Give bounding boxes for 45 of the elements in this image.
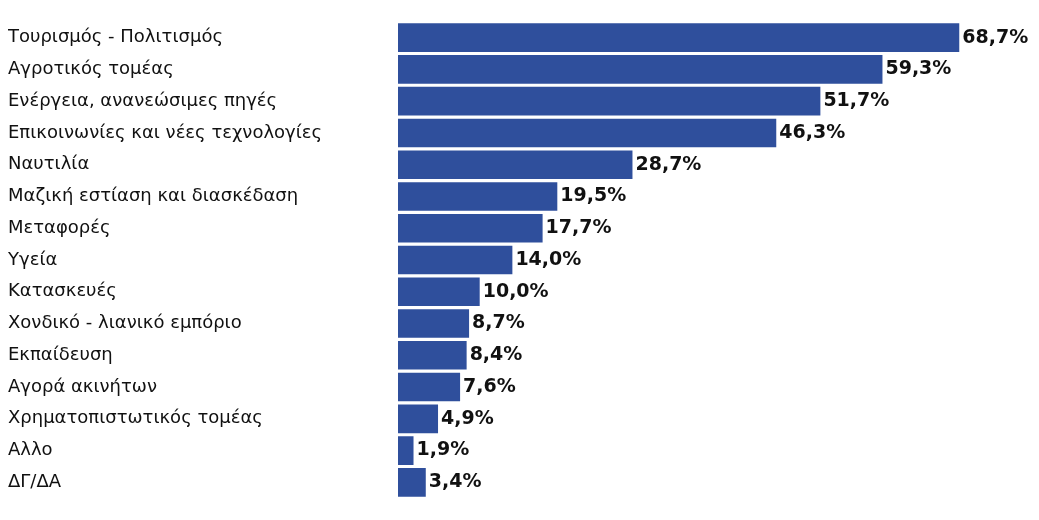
data-label: 1,9% (416, 437, 470, 460)
y-tick-label: Χονδικό - λιανικό εμπόριο (8, 311, 242, 333)
bar (398, 150, 633, 180)
bar (398, 340, 467, 370)
bar (398, 309, 470, 338)
bar (398, 55, 883, 84)
bar (398, 213, 543, 243)
bar (398, 245, 513, 275)
y-tick-label: Αλλο (8, 438, 53, 460)
y-tick-label: Μαζική εστίαση και διασκέδαση (8, 184, 299, 206)
y-tick-label: Αγροτικός τομέας (8, 57, 174, 79)
bar (398, 404, 439, 434)
y-tick-label: Επικοινωνίες και νέες τεχνολογίες (8, 120, 323, 142)
data-label: 51,7% (823, 88, 890, 111)
y-tick-label: Κατασκευές (8, 279, 117, 301)
bar (398, 118, 777, 148)
bar (398, 86, 821, 116)
data-label: 19,5% (560, 183, 627, 206)
data-label: 28,7% (635, 151, 702, 174)
bar (398, 23, 960, 53)
y-tick-label: Τουρισμός - Πολιτισμός (7, 25, 223, 47)
data-label: 59,3% (885, 56, 952, 79)
data-label: 3,4% (428, 469, 482, 492)
y-tick-label: Υγεία (7, 247, 58, 269)
bar (398, 277, 480, 307)
data-label: 14,0% (515, 246, 582, 269)
y-tick-label: Μεταφορές (8, 215, 111, 237)
data-label: 8,4% (469, 342, 523, 365)
y-tick-label: ΔΓ/ΔΑ (8, 469, 62, 491)
bar (398, 436, 414, 465)
data-label: 17,7% (545, 215, 612, 238)
data-label: 4,9% (441, 405, 494, 428)
bar (398, 182, 558, 211)
y-tick-label: Αγορά ακινήτων (8, 374, 157, 396)
y-tick-label: Ναυτιλία (8, 152, 90, 174)
y-tick-label: Εκπαίδευση (8, 342, 113, 364)
data-label: 68,7% (962, 24, 1029, 47)
data-label: 7,6% (463, 373, 516, 396)
data-label: 46,3% (779, 119, 846, 142)
y-tick-label: Χρηματοπιστωτικός τομέας (8, 406, 263, 428)
bar (398, 467, 426, 497)
y-tick-label: Ενέργεια, ανανεώσιμες πηγές (8, 88, 278, 110)
data-label: 10,0% (482, 278, 549, 301)
bar (398, 372, 461, 402)
data-label: 8,7% (472, 310, 525, 333)
